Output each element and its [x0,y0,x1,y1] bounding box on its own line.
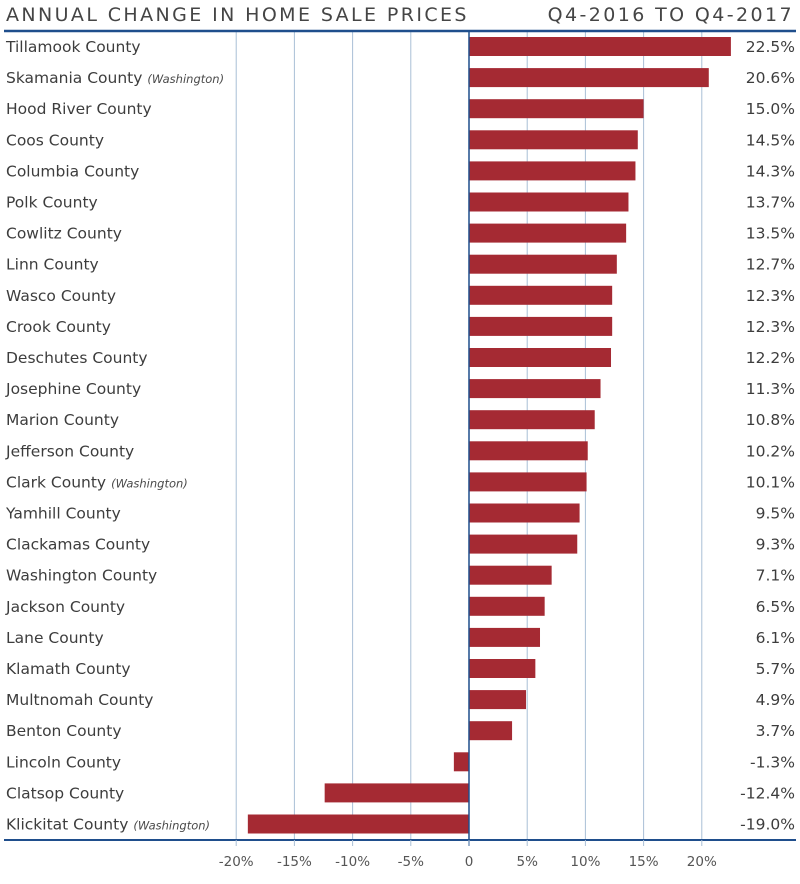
value-label: -1.3% [750,753,795,771]
category-label: Multnomah County [6,691,153,709]
bar [469,627,541,647]
bar [469,690,527,710]
value-label: 9.3% [756,536,795,554]
bar [469,503,580,523]
category-label: Polk County [6,194,98,212]
category-label: Columbia County [6,162,139,180]
category-label: Benton County [6,722,122,740]
category-label: Tillamook County [5,38,141,56]
category-label: Yamhill County [5,505,121,523]
value-label: 12.3% [746,318,795,336]
tick-label: 15% [629,854,659,870]
bar [469,161,636,181]
tick-label: -20% [219,854,254,870]
chart-title: ANNUAL CHANGE IN HOME SALE PRICES [6,4,469,26]
category-label: Klickitat County (Washington) [6,816,210,834]
value-label: 12.7% [746,256,795,274]
value-label: 14.3% [746,162,795,180]
bar [469,192,629,212]
category-label: Clatsop County [6,784,124,802]
category-label: Crook County [6,318,111,336]
bar [469,99,644,119]
category-label: Clark County (Washington) [6,473,188,491]
category-label: Jackson County [5,598,125,616]
category-label: Klamath County [6,660,131,678]
tick-label: 5% [516,854,538,870]
tick-label: 20% [687,854,717,870]
tick-label: -5% [398,854,424,870]
category-label: Deschutes County [6,349,148,367]
tick-label: 10% [570,854,600,870]
tick-label: -10% [335,854,370,870]
category-label: Clackamas County [6,536,150,554]
bar [469,223,627,243]
bar [469,130,638,150]
value-label: 12.2% [746,349,795,367]
bar [469,565,552,585]
bar [469,659,536,678]
value-label: 9.5% [756,505,795,523]
value-label: 6.1% [756,629,795,647]
bar [469,348,612,367]
value-label: 6.5% [756,598,795,616]
bar [469,534,578,554]
value-label: 12.3% [746,287,795,305]
value-label: 7.1% [756,567,795,585]
value-label: 3.7% [756,722,795,740]
bar [469,721,513,741]
value-label: 20.6% [746,69,795,87]
bar [247,814,469,834]
value-label: 22.5% [746,38,795,56]
bar [453,752,469,772]
bar [469,472,587,492]
value-label: 14.5% [746,131,795,149]
bar [469,254,617,274]
category-label: Coos County [6,131,104,149]
category-label: Cowlitz County [6,225,122,243]
value-label: 13.7% [746,194,795,212]
value-label: 10.8% [746,411,795,429]
bar [469,596,545,616]
value-label: 5.7% [756,660,795,678]
bar [324,783,469,803]
value-label: -12.4% [740,784,795,802]
tick-label: -15% [277,854,312,870]
value-label: 4.9% [756,691,795,709]
value-label: -19.0% [740,816,795,834]
category-label: Jefferson County [5,442,134,460]
category-label: Lane County [6,629,104,647]
bar [469,410,595,430]
bar [469,68,709,88]
bar [469,441,588,461]
value-label: 10.2% [746,442,795,460]
chart-subtitle: Q4-2016 TO Q4-2017 [547,4,794,26]
category-label: Lincoln County [6,753,121,771]
tick-label: 0 [465,854,474,870]
bar [469,316,613,336]
category-label: Josephine County [5,380,141,398]
value-label: 11.3% [746,380,795,398]
bar [469,285,613,305]
category-label: Washington County [6,567,157,585]
value-label: 10.1% [746,473,795,491]
category-label: Linn County [6,256,99,274]
category-label: Hood River County [6,100,152,118]
bar [469,37,731,56]
value-label: 13.5% [746,225,795,243]
category-label: Skamania County (Washington) [6,69,224,87]
category-label: Wasco County [6,287,116,305]
value-label: 15.0% [746,100,795,118]
bar [469,379,601,399]
category-label: Marion County [6,411,119,429]
